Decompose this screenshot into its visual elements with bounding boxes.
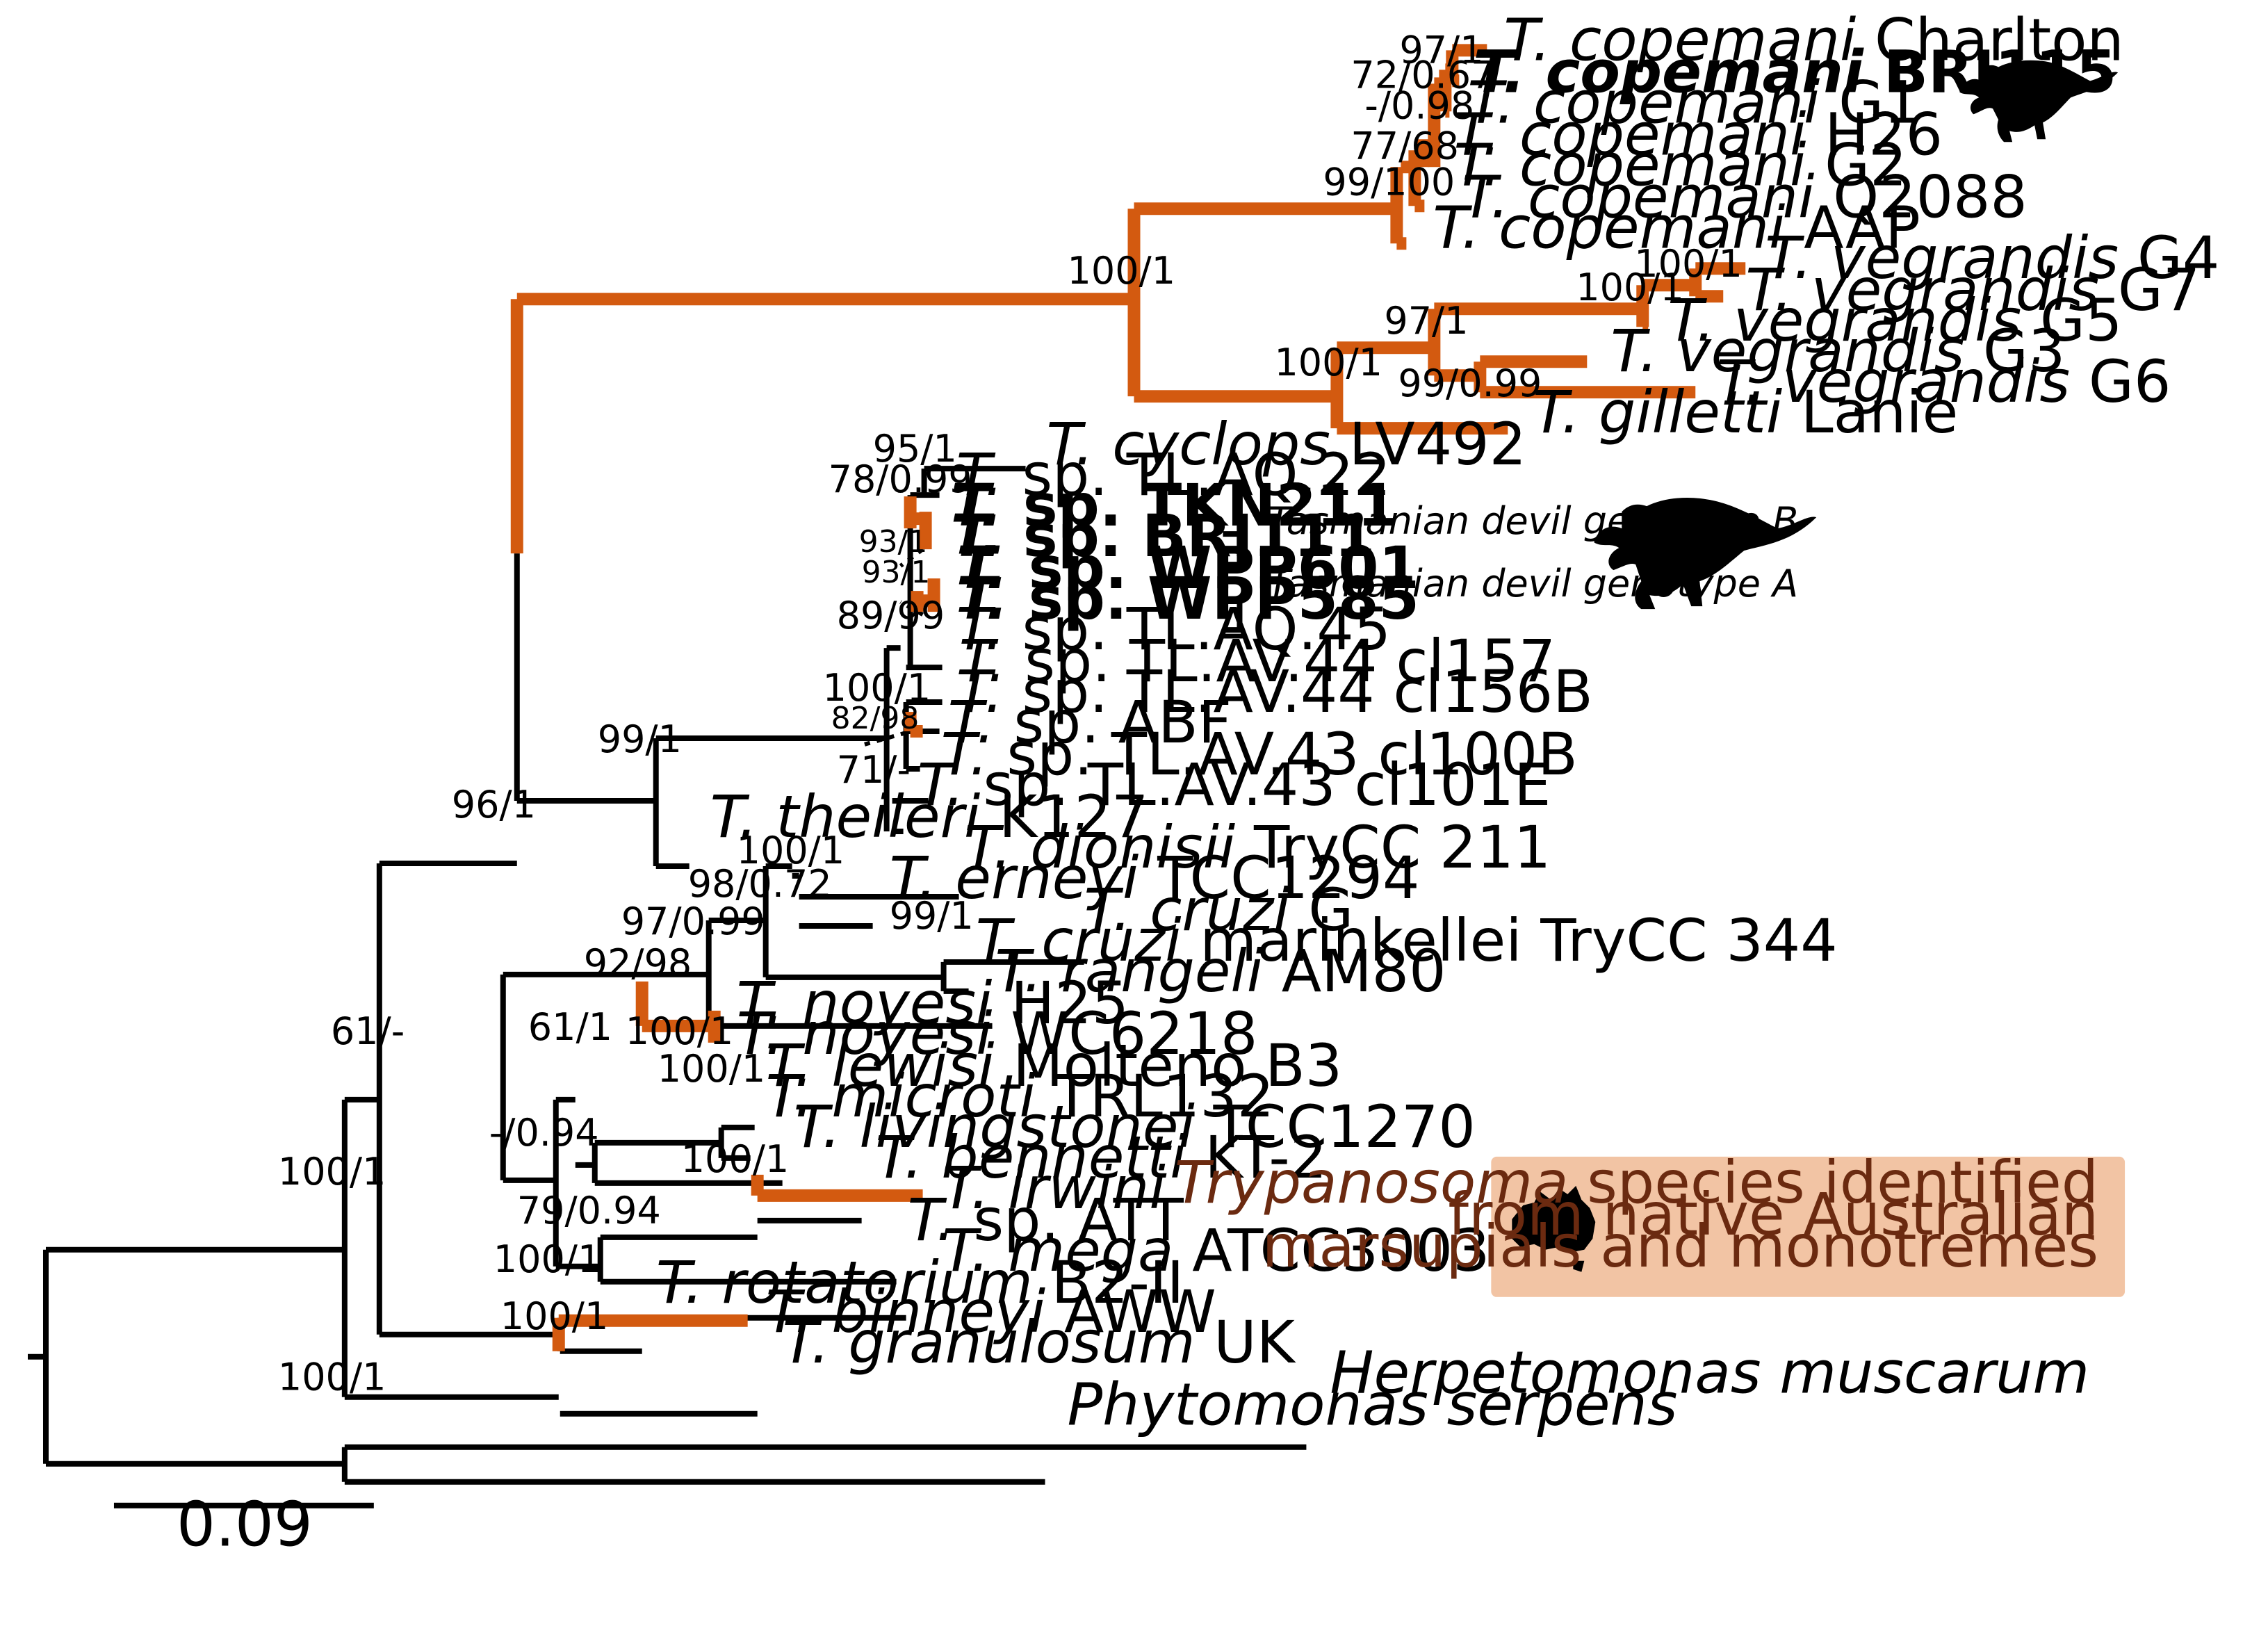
taxon-label: T. gilletti Lanie xyxy=(1533,378,1958,446)
support-value: 100/1 xyxy=(278,1150,386,1194)
scale-bar: 0.09 xyxy=(113,1489,374,1561)
support-value: 100/1 xyxy=(1576,266,1684,309)
taxon-label: T. vegrandis G7 xyxy=(1745,256,2200,324)
legend-line-3: marsupials and monotremes xyxy=(1262,1212,2098,1280)
taxon-label: T. sp. BRI111 xyxy=(951,502,1376,570)
taxon-label: T. vegrandis G3 xyxy=(1610,317,2065,385)
support-value: 100/1 xyxy=(823,666,931,710)
support-value: 99/100 xyxy=(1323,160,1455,204)
taxon-label: T. mega ATCC30038 xyxy=(943,1217,1527,1285)
taxon-label: T. dionisii TryCC 211 xyxy=(965,813,1551,881)
taxon-label: T. theileri K127 xyxy=(710,783,1149,851)
support-value: 100/1 xyxy=(1634,242,1743,286)
legend: Trypanosoma species identified from nati… xyxy=(1175,1148,2126,1297)
taxon-label: T. rotatorium B2-II xyxy=(656,1248,1184,1317)
taxon-label: T. lewisi Molteno B3 xyxy=(766,1032,1343,1100)
support-value: 92/98 xyxy=(584,941,692,985)
support-value: 100/1 xyxy=(681,1137,790,1181)
support-value: 100/1 xyxy=(1274,341,1382,384)
taxon-label: T. sp. TL.AQ.22 xyxy=(956,441,1392,509)
taxon-label: Herpetomonas muscarum xyxy=(1330,1339,2089,1407)
taxon-label: T. sp. ABF xyxy=(948,688,1232,756)
support-value: 61/- xyxy=(331,1009,405,1053)
support-value: 100/1 xyxy=(626,1009,734,1053)
taxon-label: T. erneyi TCC1294 xyxy=(890,844,1420,912)
support-value: 89/99 xyxy=(837,594,945,637)
support-value: 100/1 xyxy=(1068,249,1176,293)
taxon-label: T. rangeli AM80 xyxy=(995,937,1446,1005)
support-value: 100/1 xyxy=(493,1237,602,1281)
taxon-label: T. sp. TL.AV.43 cl101E xyxy=(917,751,1551,819)
taxon-label: T. cyclops LV492 xyxy=(1047,410,1526,478)
taxon-label: T. vegrandis G5 xyxy=(1667,286,2122,355)
support-value: -/0.98 xyxy=(1364,83,1474,127)
support-value: 99/0.99 xyxy=(1398,361,1542,405)
support-value: 100/1 xyxy=(737,829,845,872)
support-value: -/0.94 xyxy=(489,1111,599,1155)
support-value: 79/0.94 xyxy=(517,1189,661,1233)
taxon-label: T. copemani G1 xyxy=(1467,68,1920,136)
taxon-label: T. vegrandis G6 xyxy=(1716,348,2171,416)
taxon-label: T. granulosum UK xyxy=(783,1308,1296,1376)
australia-map-icon xyxy=(1512,1185,1596,1272)
taxon-label: T. copemani G2 xyxy=(1453,131,1907,199)
support-value: 100/1 xyxy=(278,1356,386,1399)
legend-box xyxy=(1491,1156,2126,1297)
support-value: 98/0.72 xyxy=(688,862,832,906)
taxon-label: T. sp. TL.AV.43 cl100B xyxy=(941,720,1578,788)
support-value: 78/0.99 xyxy=(829,457,972,501)
taxon-label: T. binneyi AWW xyxy=(766,1278,1216,1346)
taxon-label: T. noyesi WC6218 xyxy=(737,1000,1258,1068)
taxon-label: T. copemani H26 xyxy=(1453,100,1943,168)
scale-bar-label: 0.09 xyxy=(177,1489,313,1561)
taxon-label: T. sp. ATT xyxy=(908,1186,1184,1254)
taxon-label: T. vegrandis G4 xyxy=(1765,224,2219,292)
support-value: 96/1 xyxy=(452,783,536,827)
taxon-label: T. irwini xyxy=(943,1154,1166,1222)
legend-line-1: Trypanosoma species identified xyxy=(1175,1148,2098,1217)
support-value: 77/68 xyxy=(1351,124,1459,168)
taxon-label: T. cruzi marinkellei TryCC 344 xyxy=(976,906,1838,975)
support-value: 93/1 xyxy=(859,524,928,560)
taxon-label: T. sp. TL.AV.44 cl156B xyxy=(956,658,1593,726)
tasmanian-devil-silhouette-icon xyxy=(1959,60,2119,143)
taxon-labels: T. copemani Charlton T. copemani BRI115 … xyxy=(656,6,2220,1438)
taxon-label: T. cruzi G xyxy=(1084,876,1354,944)
support-value: 71/- xyxy=(837,748,911,792)
support-value: 100/1 xyxy=(658,1047,766,1091)
taxon-label: T. copemani Charlton xyxy=(1503,6,2123,74)
support-value: 93/1 xyxy=(862,555,931,590)
taxon-label: T. copemani AAP xyxy=(1433,193,1920,261)
support-values: 97/1 72/0.67 -/0.98 77/68 99/100 100/1 1… xyxy=(278,28,1743,1399)
taxon-label: T. sp. WPP585 xyxy=(956,564,1419,633)
support-value: 100/1 xyxy=(500,1294,609,1338)
support-value: 97/1 xyxy=(1384,299,1468,343)
taxon-label: T. sp. TKN211 xyxy=(951,471,1398,539)
support-value: 72/0.67 xyxy=(1351,53,1494,97)
support-value: 97/1 xyxy=(1399,28,1483,72)
taxon-label: T. bennetti KT-2 xyxy=(876,1123,1328,1191)
legend-line-2: from native Australian xyxy=(1448,1180,2098,1248)
highlighted-branches xyxy=(510,44,1746,1351)
tree-branches xyxy=(27,466,1307,1485)
taxon-label: T. sp. TL.AQ.45 xyxy=(956,595,1392,663)
taxon-label: T. livingstonei TCC1270 xyxy=(794,1093,1476,1161)
support-value: 95/1 xyxy=(873,427,957,471)
taxon-label: T. copemani Q2088 xyxy=(1462,163,2028,231)
taxon-label: T. microti TRL132 xyxy=(766,1062,1275,1130)
support-value: 82/98 xyxy=(831,701,920,736)
support-value: 99/1 xyxy=(598,717,682,761)
tasmanian-devil-silhouette-icon xyxy=(1594,497,1817,610)
support-value: 61/1 xyxy=(528,1005,612,1049)
taxon-label: T. sp. TL.AV.44 cl157 xyxy=(959,627,1556,695)
taxon-label: T. noyesi H25 xyxy=(737,969,1129,1037)
support-value: 99/1 xyxy=(890,894,974,938)
taxon-label: T. sp. WPP601 xyxy=(956,534,1419,602)
support-value: 97/0.99 xyxy=(621,900,765,943)
taxon-label: Phytomonas serpens xyxy=(1068,1371,1678,1439)
